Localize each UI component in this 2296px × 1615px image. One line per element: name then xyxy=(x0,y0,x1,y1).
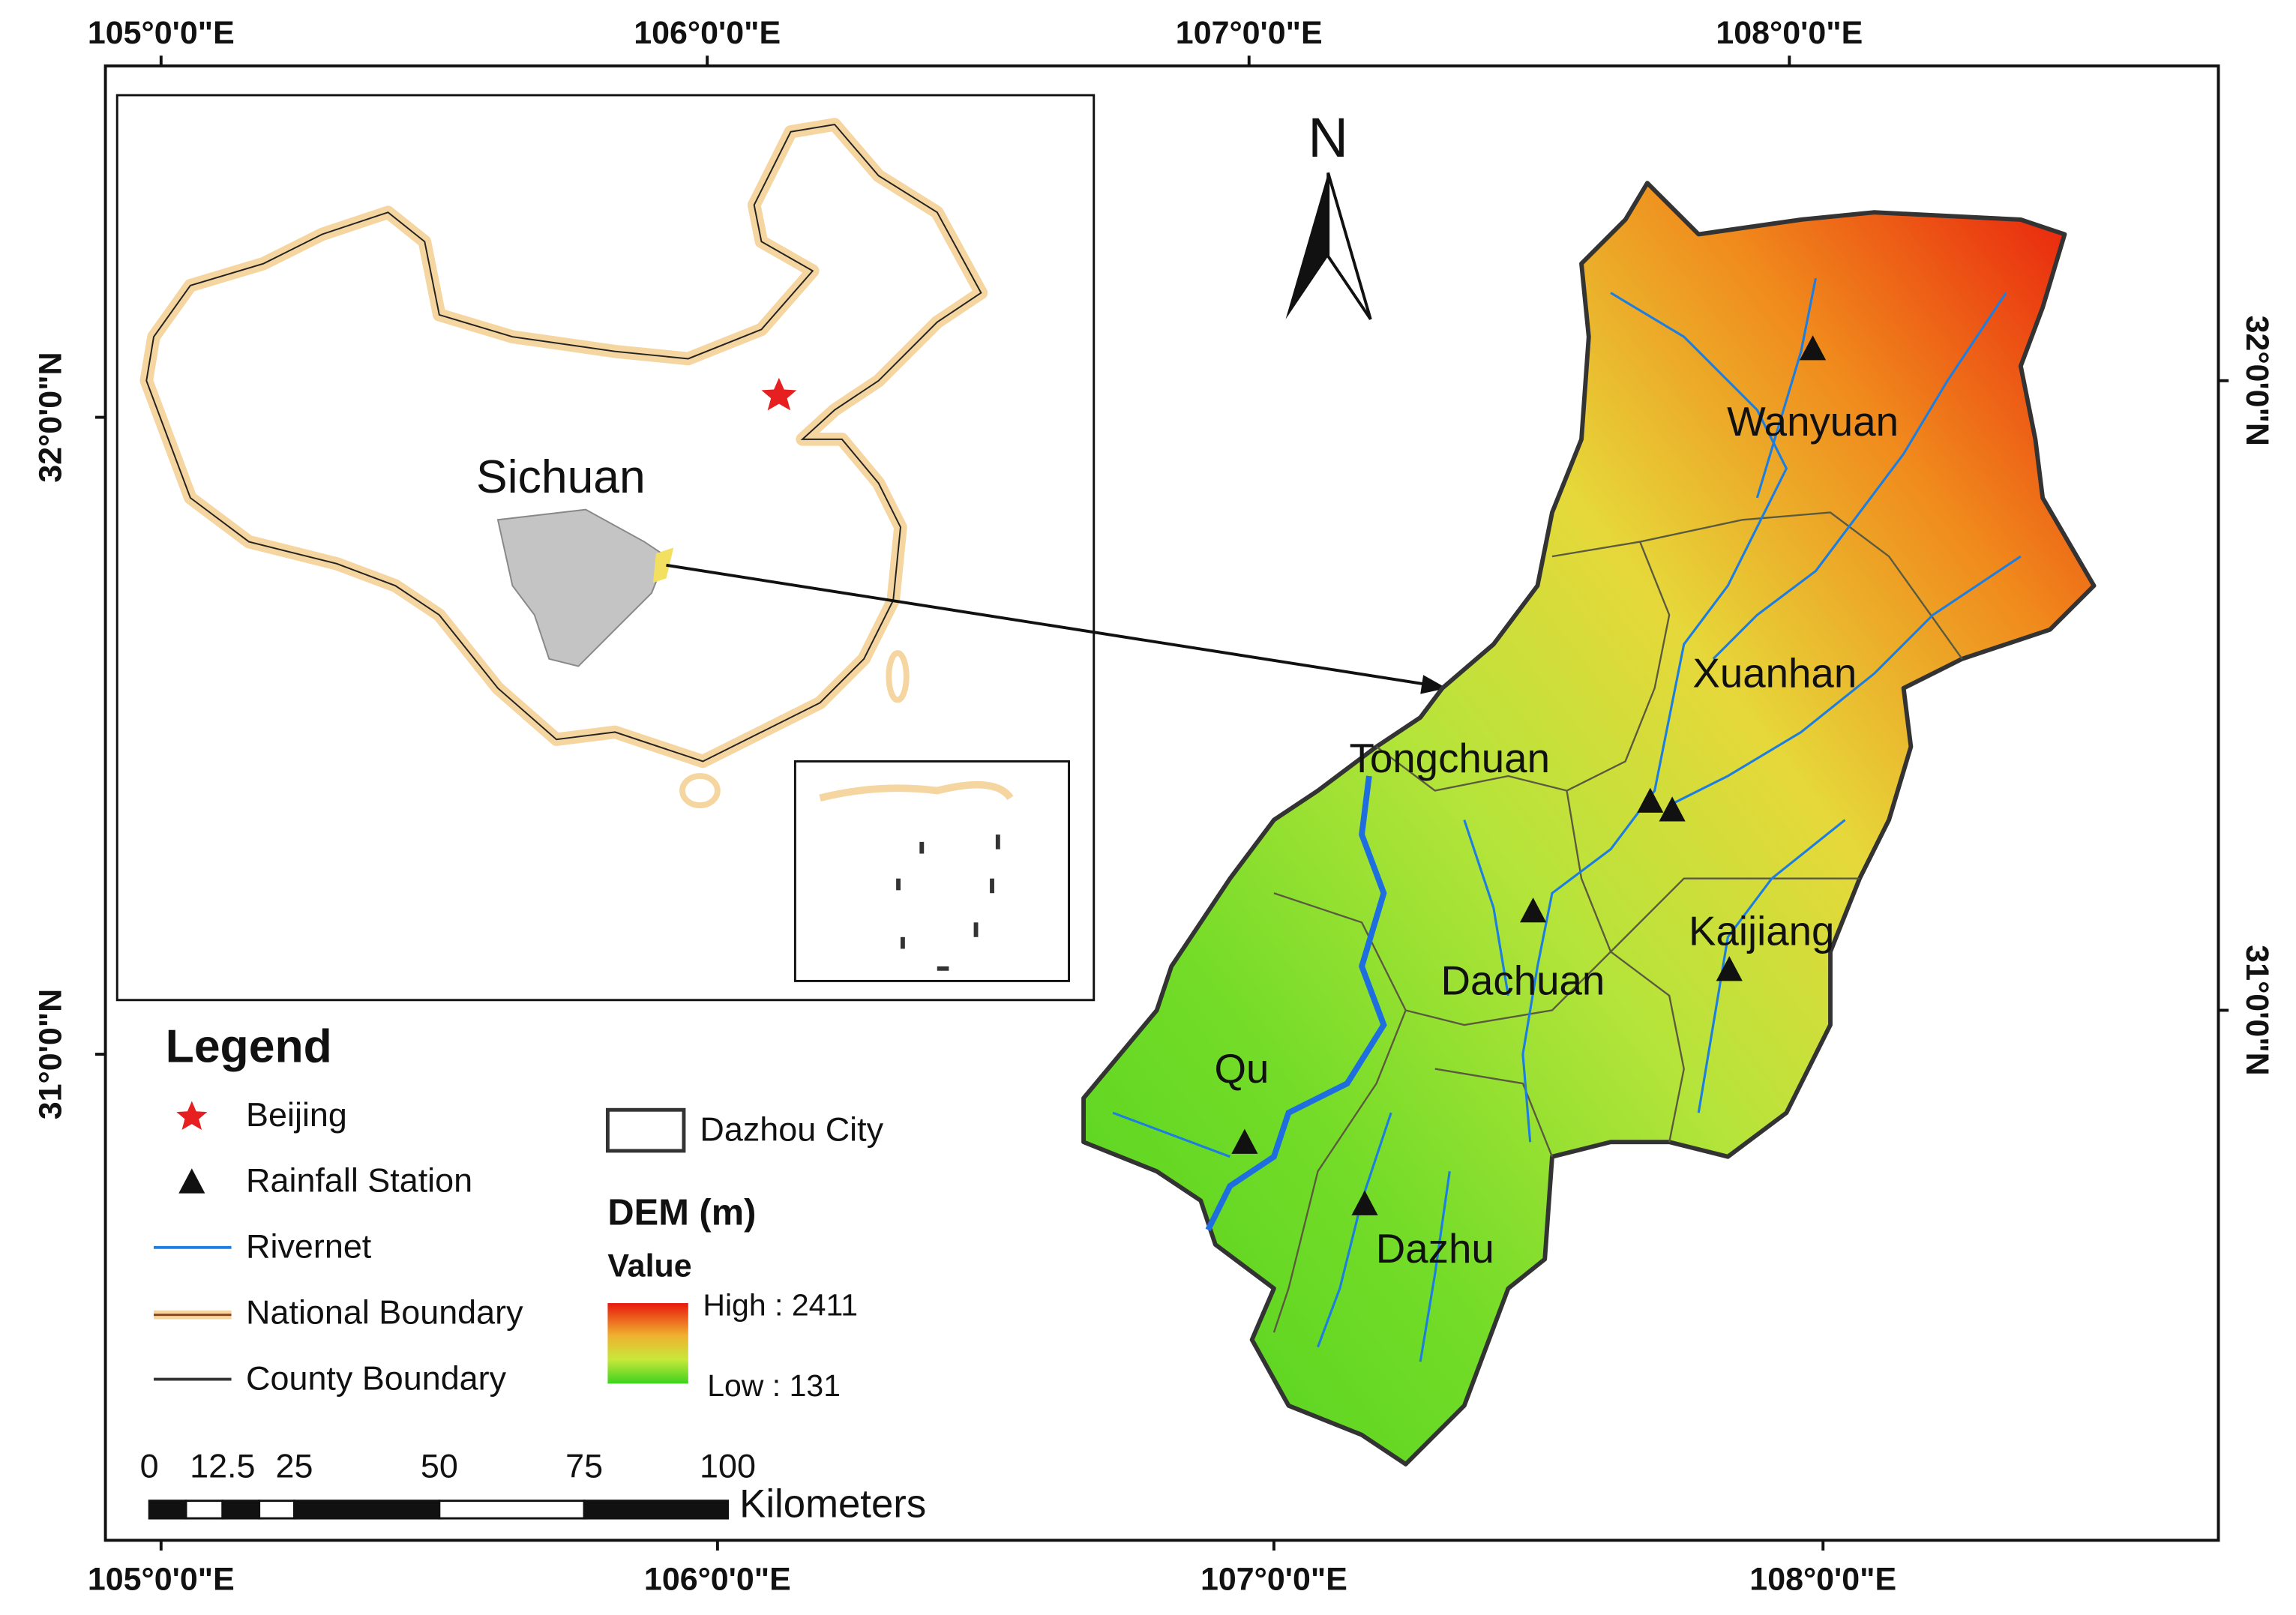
scale-label: 100 xyxy=(700,1447,756,1485)
rivers xyxy=(1112,277,2022,1362)
lon-label: 105°0'0"E xyxy=(88,15,235,51)
dem-subtitle: Value xyxy=(607,1248,691,1284)
inset-label: Sichuan xyxy=(476,451,646,503)
rainfall-stations xyxy=(1231,335,1827,1215)
scale-label: 75 xyxy=(565,1447,603,1485)
locator-arrow xyxy=(666,563,1433,687)
south-sea-inset xyxy=(793,760,1071,982)
lon-label: 106°0'0"E xyxy=(634,15,781,51)
lat-label: 31°0'0"N xyxy=(33,989,69,1119)
place-label: Dachuan xyxy=(1441,958,1605,1004)
south-sea-coast xyxy=(819,781,1014,802)
lon-label: 107°0'0"E xyxy=(1200,1561,1347,1597)
dem-ramp xyxy=(607,1303,688,1384)
china-outline xyxy=(145,123,982,763)
sichuan-region xyxy=(496,508,667,667)
place-label: Kaijiang xyxy=(1689,908,1834,954)
scale-unit: Kilometers xyxy=(739,1482,926,1526)
dem-low: Low : 131 xyxy=(707,1368,841,1403)
place-label: Wanyuan xyxy=(1727,399,1899,445)
lon-label: 108°0'0"E xyxy=(1749,1561,1896,1597)
scale-label: 50 xyxy=(421,1447,458,1485)
lon-label: 108°0'0"E xyxy=(1716,15,1863,51)
place-label: Xuanhan xyxy=(1692,651,1857,697)
legend-label: County Boundary xyxy=(246,1359,507,1397)
lat-label: 32°0'0"N xyxy=(2239,316,2275,446)
beijing-star xyxy=(761,377,797,411)
lon-label: 106°0'0"E xyxy=(644,1561,791,1597)
north-label: N xyxy=(1308,106,1348,169)
scale-label: 12.5 xyxy=(190,1447,255,1485)
dem-title: DEM (m) xyxy=(607,1193,756,1233)
taiwan xyxy=(886,650,910,703)
north-arrow-right xyxy=(1326,172,1372,320)
lon-label: 107°0'0"E xyxy=(1176,15,1323,51)
legend-label: Beijing xyxy=(246,1095,347,1134)
hainan xyxy=(679,773,721,808)
lon-label: 105°0'0"E xyxy=(88,1561,235,1597)
frame-ticks xyxy=(94,55,2229,1551)
legend-label: National Boundary xyxy=(246,1293,523,1332)
lat-label: 32°0'0"N xyxy=(33,352,69,482)
main-river xyxy=(1205,775,1387,1232)
lat-label: 31°0'0"N xyxy=(2239,945,2275,1075)
place-label: Dazhu xyxy=(1376,1226,1494,1272)
legend-star xyxy=(176,1101,208,1131)
county-boundaries xyxy=(1272,511,1963,1333)
legend-city-box xyxy=(605,1107,686,1153)
place-label: Qu xyxy=(1215,1046,1269,1092)
legend-label: Dazhou City xyxy=(700,1110,883,1148)
legend-label: Rivernet xyxy=(246,1227,372,1266)
legend-label: Rainfall Station xyxy=(246,1161,472,1200)
legend-title: Legend xyxy=(166,1020,332,1073)
legend-triangle xyxy=(178,1168,205,1194)
scale-bar xyxy=(148,1500,730,1520)
scale-label: 25 xyxy=(276,1447,313,1485)
dazhou-inset xyxy=(652,547,674,583)
dem-high: High : 2411 xyxy=(703,1288,858,1323)
scale-label: 0 xyxy=(140,1447,159,1485)
south-sea-islands xyxy=(896,834,1000,971)
place-label: Tongchuan xyxy=(1350,736,1550,781)
